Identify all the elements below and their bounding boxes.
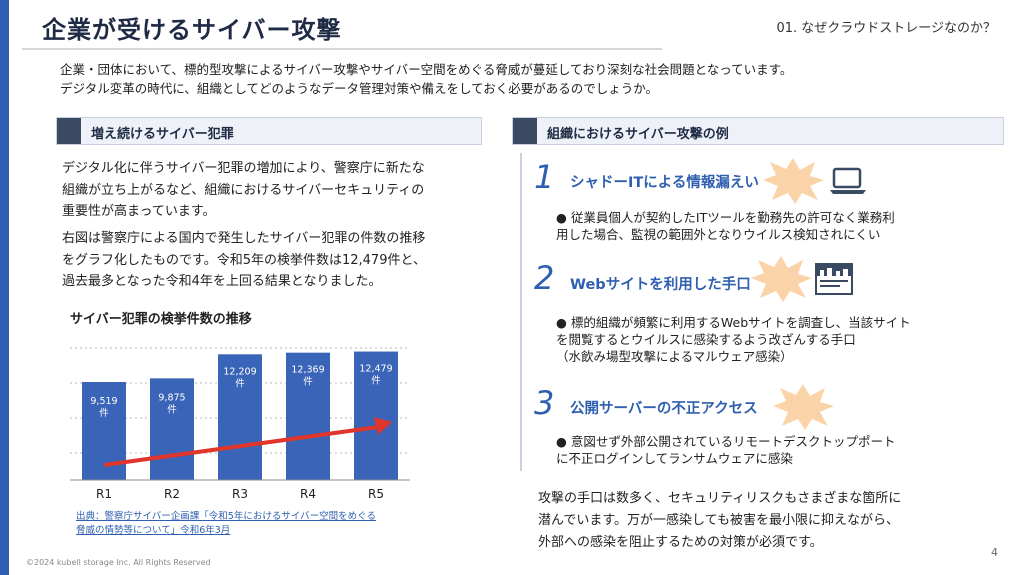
page-title: 企業が受けるサイバー攻撃 (42, 16, 342, 44)
burst-shape (773, 384, 834, 430)
bar-unit-label: 件 (99, 407, 109, 419)
bar-value-label: 9,519 (90, 396, 117, 407)
bar (286, 352, 330, 480)
x-tick-label: R5 (368, 487, 384, 501)
bar-value-label: 12,479 (359, 364, 392, 375)
burst-shape (763, 158, 824, 204)
item-title: 公開サーバーの不正アクセス (570, 401, 758, 417)
bar-unit-label: 件 (371, 375, 381, 387)
text-line: 重要性が高まっています。 (62, 204, 216, 219)
x-tick-label: R1 (96, 487, 112, 501)
left-paragraph-2: 右図は警察庁による国内で発生したサイバー犯罪の件数の推移 をグラフ化したものです… (62, 228, 426, 293)
website-icon (815, 263, 853, 295)
item-number: 1 (534, 158, 555, 196)
header-block (57, 118, 81, 144)
bar-unit-label: 件 (167, 403, 177, 415)
timeline-line (520, 153, 522, 471)
x-tick-label: R3 (232, 487, 248, 501)
text-line: に不正ログインしてランサムウェアに感染 (556, 451, 793, 466)
page-number: 4 (991, 546, 998, 559)
title-divider (22, 48, 662, 50)
left-accent-bar (0, 0, 9, 575)
bar-value-label: 12,209 (223, 366, 256, 377)
text-line: 攻撃の手口は数多く、セキュリティリスクもさまざまな箇所に (538, 491, 902, 506)
item-description: ● 意図せず外部公開されているリモートデスクトップポート に不正ログインしてラン… (556, 433, 896, 467)
item-title: Webサイトを利用した手口 (570, 277, 751, 293)
item-description: ● 標的組織が頻繁に利用するWebサイトを調査し、当該サイト を閲覧するとウイル… (556, 314, 911, 365)
left-section-header: 増え続けるサイバー犯罪 (56, 117, 482, 145)
text-line: 用した場合、監視の範囲外となりウイルス検知されにくい (556, 227, 881, 242)
right-header-label: 組織におけるサイバー攻撃の例 (547, 127, 729, 142)
bar (150, 378, 194, 480)
text-line: 潜んでいます。万が一感染しても被害を最小限に抑えながら、 (538, 513, 900, 528)
section-label: 01. なぜクラウドストレージなのか？ (776, 21, 996, 36)
text-line: ● 標的組織が頻繁に利用するWebサイトを調査し、当該サイト (556, 315, 911, 330)
left-header-label: 増え続けるサイバー犯罪 (91, 127, 234, 142)
chart-title: サイバー犯罪の検挙件数の推移 (70, 312, 252, 327)
text-line: 右図は警察庁による国内で発生したサイバー犯罪の件数の推移 (62, 231, 426, 246)
header-block (513, 118, 537, 144)
source-line[interactable]: 出典：警察庁サイバー企画課「令和5年におけるサイバー空間をめぐる (76, 511, 376, 522)
bar (218, 354, 262, 480)
item-number: 2 (534, 259, 555, 297)
trend-arrow-head (374, 417, 392, 435)
closing-text: 攻撃の手口は数多く、セキュリティリスクもさまざまな箇所に 潜んでいます。万が一感… (538, 488, 901, 554)
bar-value-label: 12,369 (291, 365, 324, 376)
bar-chart: 9,519件R19,875件R212,209件R312,369件R412,479… (70, 347, 410, 501)
source-link[interactable]: 出典：警察庁サイバー企画課「令和5年におけるサイバー空間をめぐる 脅威の情勢等に… (76, 510, 376, 538)
text-line: を閲覧するとウイルスに感染するよう改ざんする手口 (556, 332, 856, 347)
bar-value-label: 9,875 (158, 392, 185, 403)
item-title: シャドーITによる情報漏えい (570, 175, 759, 191)
text-line: 過去最多となった令和4年を上回る結果となりました。 (62, 274, 382, 289)
trend-arrow (103, 425, 379, 467)
intro-line: 企業・団体において、標的型攻撃によるサイバー攻撃やサイバー空間をめぐる脅威が蔓延… (60, 62, 793, 77)
x-tick-label: R4 (300, 487, 316, 501)
intro-text: 企業・団体において、標的型攻撃によるサイバー攻撃やサイバー空間をめぐる脅威が蔓延… (60, 60, 792, 98)
item-description: ● 従業員個人が契約したITツールを勤務先の許可なく業務利 用した場合、監視の範… (556, 209, 895, 243)
x-tick-label: R2 (164, 487, 180, 501)
burst-shape (751, 256, 812, 302)
bar-unit-label: 件 (235, 377, 245, 389)
text-line: デジタル化に伴うサイバー犯罪の増加により、警察庁に新たな (62, 161, 425, 176)
copyright: ©2024 kubell storage Inc. All Rights Res… (26, 558, 211, 567)
item-number: 3 (534, 384, 555, 422)
right-section-header: 組織におけるサイバー攻撃の例 (512, 117, 1004, 145)
text-line: 組織が立ち上がるなど、組織におけるサイバーセキュリティの (62, 182, 425, 198)
left-paragraph-1: デジタル化に伴うサイバー犯罪の増加により、警察庁に新たな 組織が立ち上がるなど、… (62, 158, 425, 223)
text-line: 外部への感染を阻止するための対策が必須です。 (538, 535, 823, 550)
text-line: （水飲み場型攻撃によるマルウェア感染） (556, 349, 793, 364)
laptop-icon (830, 167, 866, 194)
source-line[interactable]: 脅威の情勢等について」令和6年3月 (76, 525, 231, 536)
intro-line: デジタル変革の時代に、組織としてどのようなデータ管理対策や備えをしておく必要があ… (60, 81, 659, 96)
bar (354, 351, 398, 480)
text-line: ● 意図せず外部公開されているリモートデスクトップポート (556, 434, 896, 449)
text-line: をグラフ化したものです。令和5年の検挙件数は12,479件と、 (62, 252, 426, 268)
bar-unit-label: 件 (303, 376, 313, 388)
text-line: ● 従業員個人が契約したITツールを勤務先の許可なく業務利 (556, 210, 895, 225)
